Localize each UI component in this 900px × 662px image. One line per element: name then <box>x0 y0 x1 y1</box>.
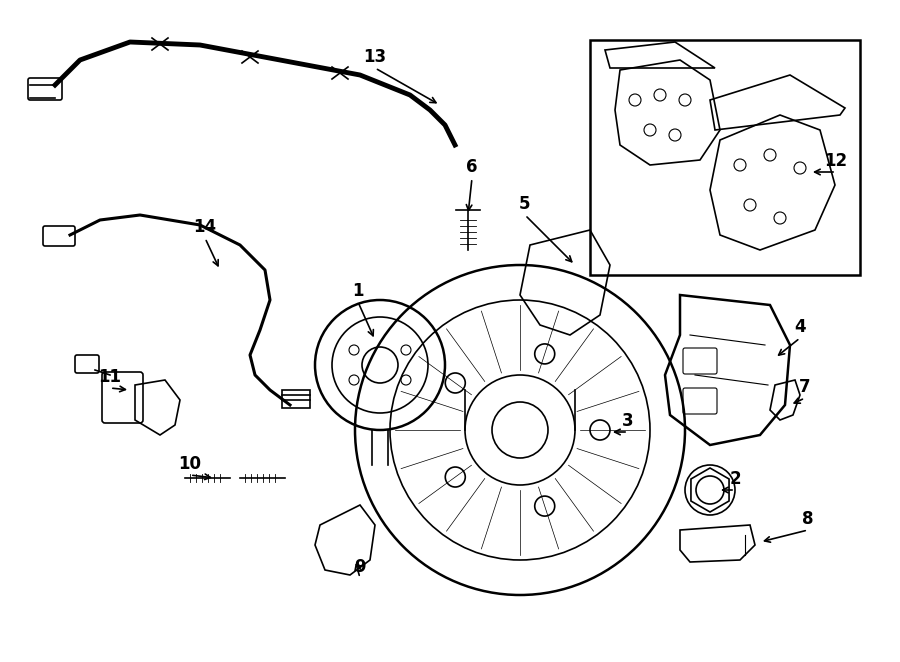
Bar <box>590 40 860 275</box>
Text: 8: 8 <box>802 510 814 528</box>
Text: 6: 6 <box>466 158 478 176</box>
Text: 14: 14 <box>194 218 217 236</box>
Text: 3: 3 <box>622 412 634 430</box>
Text: 12: 12 <box>824 152 848 170</box>
Text: 10: 10 <box>178 455 202 473</box>
Text: 13: 13 <box>364 48 387 66</box>
Text: 5: 5 <box>519 195 531 213</box>
Text: 7: 7 <box>799 378 811 396</box>
Text: 2: 2 <box>729 470 741 488</box>
Text: 1: 1 <box>352 282 364 300</box>
Bar <box>282 390 310 408</box>
Text: 11: 11 <box>98 368 122 386</box>
Text: 9: 9 <box>355 558 365 576</box>
Text: 4: 4 <box>794 318 806 336</box>
